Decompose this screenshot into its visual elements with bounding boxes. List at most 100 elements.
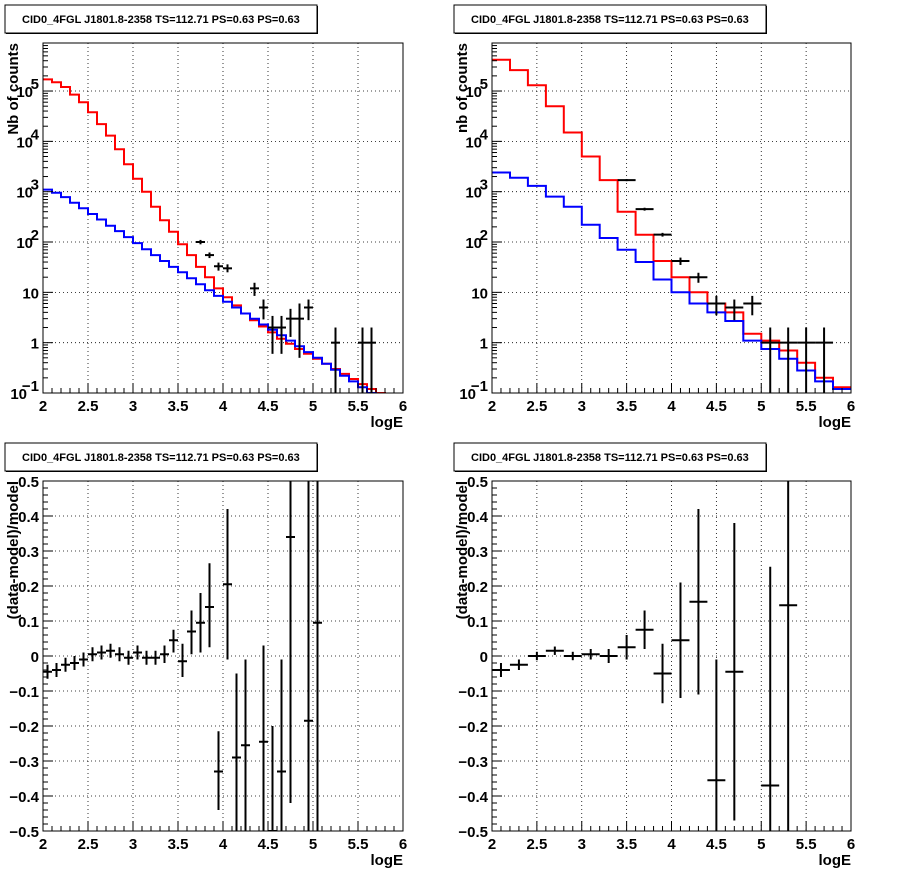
data-point (671, 582, 690, 698)
y-tick-label: 10 (22, 285, 39, 302)
x-tick-label: 4 (667, 836, 676, 853)
data-point (653, 643, 672, 704)
y-tick-exponent: 5 (480, 76, 488, 93)
x-tick-label: 3 (578, 398, 586, 415)
x-tick-label: 4.5 (258, 836, 279, 853)
data-point (196, 593, 205, 653)
title-box (453, 4, 767, 34)
y-tick-label: −0.1 (458, 684, 488, 701)
data-point (304, 481, 313, 831)
y-tick-exponent: 4 (480, 126, 489, 143)
data-point (725, 523, 744, 821)
y-tick-label: −0.5 (9, 824, 39, 841)
x-axis-label: logE (371, 852, 404, 869)
plot-area (492, 481, 851, 831)
y-axis-label: (data-model)/model (454, 481, 471, 619)
y-tick-label: 0.3 (467, 544, 488, 561)
y-tick-label: 1 (480, 336, 488, 353)
data-point (367, 327, 376, 393)
x-tick-label: 4.5 (706, 398, 727, 415)
x-tick-label: 2.5 (78, 398, 99, 415)
chart-panel-3: 2 2.5 3 3.5 4 4.5 5 5.5 6 −0.5 −0.4 −0.3 −0.2 −0.1 0 0.… (4, 442, 407, 869)
x-tick-label: 2 (488, 398, 496, 415)
data-point (779, 327, 798, 393)
y-tick-label: 10 (16, 134, 33, 151)
x-axis-label: logE (819, 414, 852, 431)
data-point (223, 264, 232, 273)
x-tick-label: 6 (847, 398, 855, 415)
data-point (761, 327, 780, 393)
data-point (277, 659, 286, 831)
chart-panel-4: 2 2.5 3 3.5 4 4.5 5 5.5 6 −0.5 −0.4 −0.3 −0.2 −0.1 0 0.… (453, 442, 855, 869)
data-point (277, 315, 286, 354)
x-tick-label: 6 (399, 836, 407, 853)
x-tick-label: 3.5 (168, 836, 189, 853)
x-tick-label: 4 (667, 398, 676, 415)
y-axis-label: (data-model)/model (5, 481, 22, 619)
x-tick-label: 3.5 (168, 398, 189, 415)
y-tick-label: 0.2 (18, 579, 39, 596)
data-point (223, 509, 232, 660)
x-tick-label: 5.5 (348, 398, 369, 415)
x-tick-label: 3 (578, 836, 586, 853)
data-point (286, 481, 295, 803)
data-point (151, 650, 160, 665)
y-axis-label: Nb of counts (5, 43, 22, 135)
data-layer (492, 481, 798, 831)
data-point (331, 327, 340, 393)
data-point (599, 649, 618, 663)
data-point (617, 179, 636, 182)
data-point (160, 645, 169, 663)
y-tick-exponent: 3 (480, 177, 488, 194)
data-point (205, 563, 214, 648)
y-tick-label: 0.1 (18, 614, 39, 631)
data-point (358, 327, 367, 393)
x-tick-label: 3 (129, 836, 137, 853)
y-tick-label: 10 (16, 185, 33, 202)
data-point (250, 282, 259, 296)
data-point (743, 295, 762, 316)
x-axis-label: logE (819, 852, 852, 869)
data-point (797, 327, 816, 393)
y-tick-label: 10 (465, 134, 482, 151)
data-layer (43, 481, 322, 831)
y-tick-label: 10 (10, 386, 27, 403)
data-point (124, 650, 133, 665)
chart-panel-2: 2 2.5 3 3.5 4 4.5 5 5.5 610−1110102103104105logE… (453, 4, 855, 431)
x-tick-label: 5.5 (348, 836, 369, 853)
data-point (653, 232, 672, 237)
y-tick-label: 0.2 (467, 579, 488, 596)
y-tick-label: 10 (471, 285, 488, 302)
data-point (196, 239, 205, 245)
data-point (304, 299, 313, 321)
data-point (286, 308, 295, 337)
x-tick-label: 2 (39, 398, 47, 415)
chart-title: CID0_4FGL J1801.8-2358 TS=112.71 PS=0.63… (22, 452, 300, 464)
x-tick-label: 4.5 (706, 836, 727, 853)
x-tick-label: 3.5 (616, 398, 637, 415)
y-tick-label: 0.1 (467, 614, 488, 631)
y-tick-label: 0 (31, 649, 39, 666)
data-point (241, 659, 250, 831)
y-tick-exponent: 5 (31, 76, 39, 93)
x-tick-label: 5 (309, 398, 317, 415)
y-tick-exponent: −1 (22, 378, 39, 395)
y-tick-label: 0.5 (467, 474, 488, 491)
x-tick-label: 6 (399, 398, 407, 415)
y-tick-label: −0.2 (458, 719, 488, 736)
plot-area (43, 43, 403, 393)
data-point (509, 659, 528, 670)
y-tick-label: −0.3 (9, 754, 39, 771)
y-tick-label: −0.1 (9, 684, 39, 701)
x-axis-label: logE (371, 414, 404, 431)
title-box (4, 442, 318, 472)
y-tick-label: 10 (465, 185, 482, 202)
data-point (725, 299, 744, 321)
data-point (214, 262, 223, 271)
data-point (70, 656, 79, 670)
data-point (707, 295, 726, 316)
x-tick-label: 2 (488, 836, 496, 853)
y-tick-label: 10 (16, 84, 33, 101)
y-tick-label: −0.5 (458, 824, 488, 841)
x-tick-label: 5 (757, 398, 765, 415)
